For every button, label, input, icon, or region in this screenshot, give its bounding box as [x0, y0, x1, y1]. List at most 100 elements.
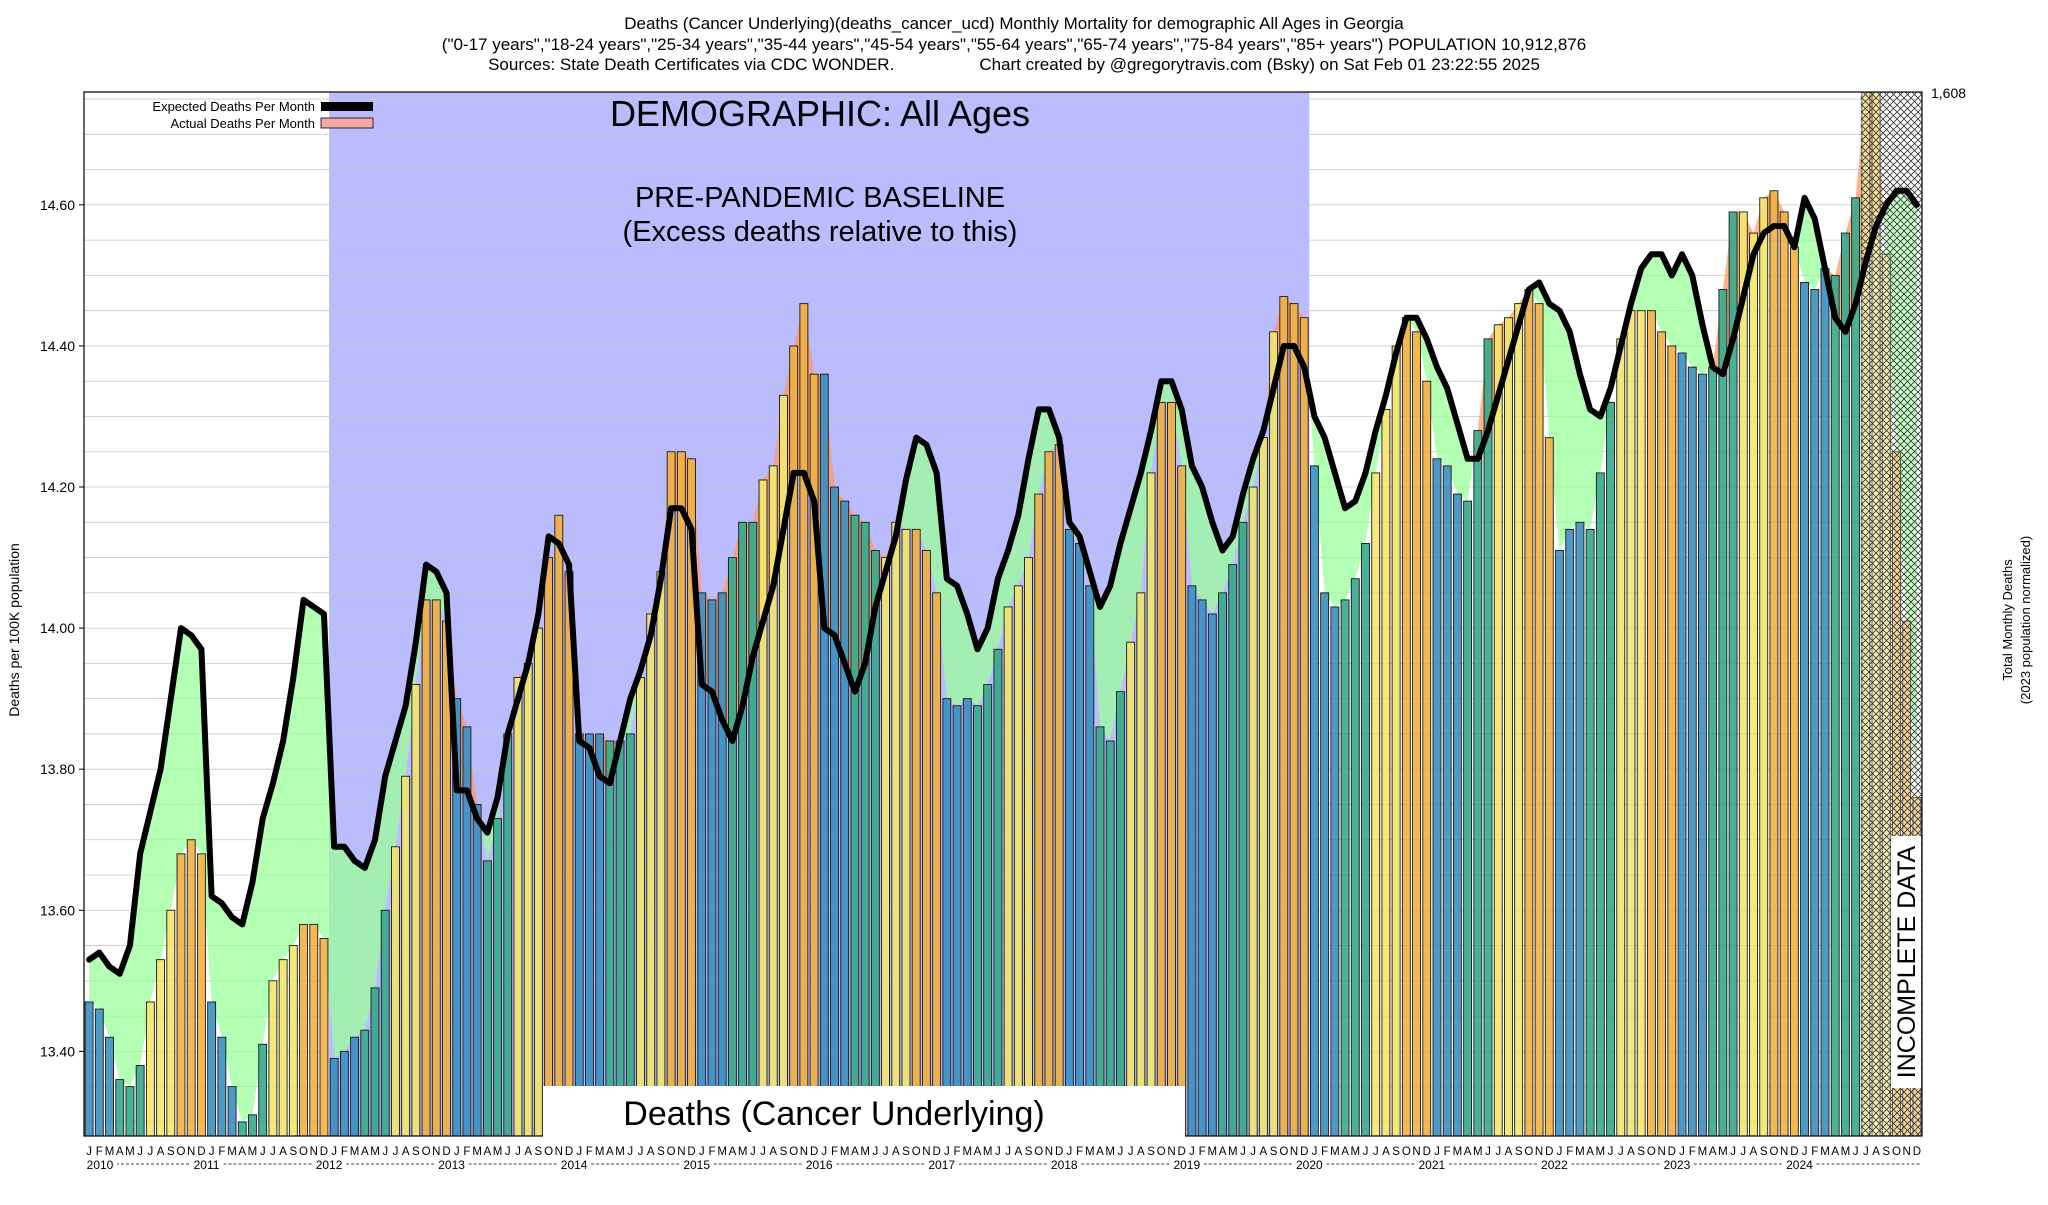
bar [962, 698, 972, 1137]
year-label: 2017 [928, 1158, 955, 1172]
x-tick-label: A [116, 1146, 124, 1158]
x-tick-label: M [1208, 1146, 1218, 1158]
demographic-label: DEMOGRAPHIC: All Ages [610, 93, 1030, 134]
grid-lines [84, 98, 1922, 1123]
x-tick-label: J [515, 1146, 521, 1158]
x-tick-label: N [1903, 1146, 1911, 1158]
bar [166, 909, 176, 1137]
x-tick-label: A [1341, 1146, 1349, 1158]
x-tick-label: J [1485, 1146, 1491, 1158]
bar [1044, 451, 1054, 1137]
x-tick-label: D [1055, 1146, 1063, 1158]
x-tick-label: F [1076, 1146, 1083, 1158]
bar [1228, 564, 1238, 1137]
bar [1636, 310, 1646, 1137]
bar [1003, 606, 1013, 1137]
bar [1269, 331, 1279, 1137]
x-tick-label: A [402, 1146, 410, 1158]
bar [1320, 592, 1330, 1137]
excess-area [1161, 381, 1172, 403]
bar [1606, 401, 1615, 1137]
x-tick-label: O [299, 1146, 308, 1158]
y-tick-label: 13.60 [40, 902, 75, 918]
excess-area [364, 839, 376, 1031]
x-tick-label: N [432, 1146, 440, 1158]
x-tick-label: J [576, 1146, 582, 1158]
bar [329, 1057, 339, 1137]
x-tick-label: D [932, 1146, 940, 1158]
year-label-bg [679, 1158, 714, 1172]
bar [135, 1065, 145, 1137]
x-tick-label: F [1689, 1146, 1696, 1158]
x-tick-label: N [187, 1146, 195, 1158]
x-tick-label: J [1005, 1146, 1011, 1158]
x-tick-label: J [505, 1146, 511, 1158]
bar [145, 1001, 155, 1137]
year-label-bg [802, 1158, 837, 1172]
bar [554, 514, 564, 1137]
x-tick-label: F [1199, 1146, 1206, 1158]
cause-label-box [543, 1086, 1185, 1138]
year-label: 2011 [194, 1158, 220, 1172]
baseline-label: PRE-PANDEMIC BASELINE [635, 182, 1005, 214]
bar [1013, 585, 1023, 1137]
bar [1075, 543, 1085, 1137]
bar [1646, 310, 1656, 1137]
x-tick-label: O [544, 1146, 553, 1158]
bar [1830, 274, 1840, 1137]
x-tick-label: M [105, 1146, 115, 1158]
x-tick-label: A [1709, 1146, 1717, 1158]
x-tick-label: S [1637, 1146, 1645, 1158]
x-tick-label: J [1128, 1146, 1134, 1158]
year-label-bg [1047, 1158, 1082, 1172]
bar [1381, 408, 1391, 1137]
bar [574, 733, 584, 1137]
x-tick-label: A [361, 1146, 369, 1158]
excess-area [313, 606, 324, 939]
bar [1289, 303, 1299, 1137]
x-tick-label: J [1434, 1146, 1440, 1158]
chart-sources: Sources: State Death Certificates via CD… [488, 55, 1540, 74]
bar [503, 733, 513, 1137]
legend-actual-swatch [320, 117, 374, 129]
bar [727, 557, 737, 1137]
bar [1677, 352, 1687, 1137]
excess-area [1028, 409, 1039, 558]
y2-top-label: 1,608 [1931, 85, 1966, 101]
bar [1299, 317, 1309, 1137]
x-tick-label: D [320, 1146, 328, 1158]
x-tick-label: F [341, 1146, 348, 1158]
y-tick-label: 14.40 [40, 338, 75, 354]
expected-line [86, 187, 1920, 977]
bar [1483, 338, 1493, 1137]
x-tick-label: S [412, 1146, 420, 1158]
bar [1126, 641, 1136, 1137]
bar [1238, 521, 1248, 1137]
bar [1371, 472, 1381, 1137]
x-tick-label: M [983, 1146, 993, 1158]
x-tick-label: J [821, 1146, 827, 1158]
x-tick-label: S [1270, 1146, 1278, 1158]
excess-area [1324, 437, 1335, 607]
x-tick-label: M [1350, 1146, 1360, 1158]
y-axis-ticks: 13.40 13.60 13.80 14.00 14.20 14.40 14.60 [40, 197, 84, 1059]
bar [237, 1121, 247, 1137]
bar [1187, 585, 1197, 1137]
x-tick-label: M [1105, 1146, 1115, 1158]
x-tick-label: F [218, 1146, 225, 1158]
year-label: 2013 [438, 1158, 465, 1172]
x-tick-label: F [831, 1146, 838, 1158]
excess-area [558, 515, 567, 561]
bar [1064, 528, 1074, 1137]
x-tick-label: O [1769, 1146, 1778, 1158]
x-tick-label: M [125, 1146, 135, 1158]
bar [360, 1029, 370, 1137]
plot-background [84, 92, 1922, 1136]
x-tick-label: M [350, 1146, 360, 1158]
bar [1105, 740, 1115, 1137]
excess-area [181, 628, 192, 854]
year-label-bg [434, 1158, 469, 1172]
excess-area [344, 846, 355, 1052]
